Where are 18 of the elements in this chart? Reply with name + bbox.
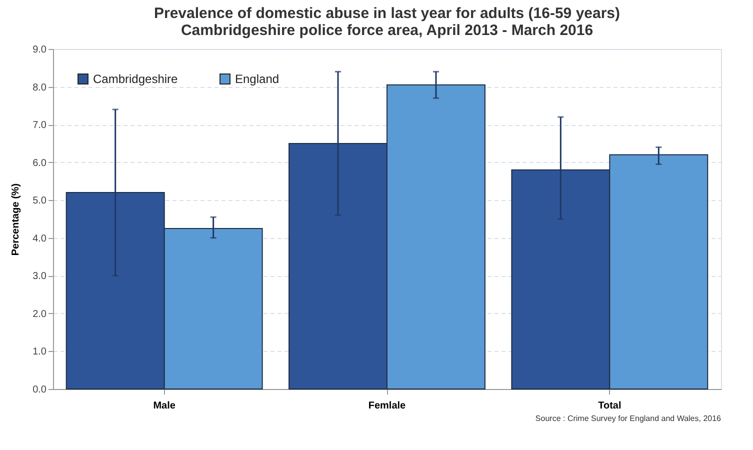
source-note: Source : Crime Survey for England and Wales, 2016 (535, 414, 722, 423)
y-tick-label: 5.0 (32, 196, 47, 207)
y-tick-label: 6.0 (32, 158, 47, 169)
y-tick-label: 7.0 (32, 120, 47, 132)
y-tick-label: 4.0 (32, 233, 47, 244)
y-tick-label: 2.0 (32, 308, 47, 320)
y-tick-label: 1.0 (32, 346, 47, 358)
chart-title: Prevalence of domestic abuse in last year for adults (16-59 years) Cambridgeshire police force area, April 2013 - March 2016 (154, 5, 620, 39)
y-tick-label: 0.0 (32, 384, 47, 396)
x-tick-label: Total (598, 400, 622, 412)
y-axis-title: Percentage (%) (10, 183, 22, 256)
x-tick-label: Male (153, 400, 176, 412)
y-tick-label: 9.0 (32, 44, 47, 56)
y-tick-label: 8.0 (32, 82, 47, 94)
legend-label: Cambridgeshire (93, 72, 178, 86)
x-tick-label: Femlale (368, 400, 406, 412)
legend-label: England (235, 72, 280, 86)
y-tick-label: 3.0 (32, 271, 47, 282)
